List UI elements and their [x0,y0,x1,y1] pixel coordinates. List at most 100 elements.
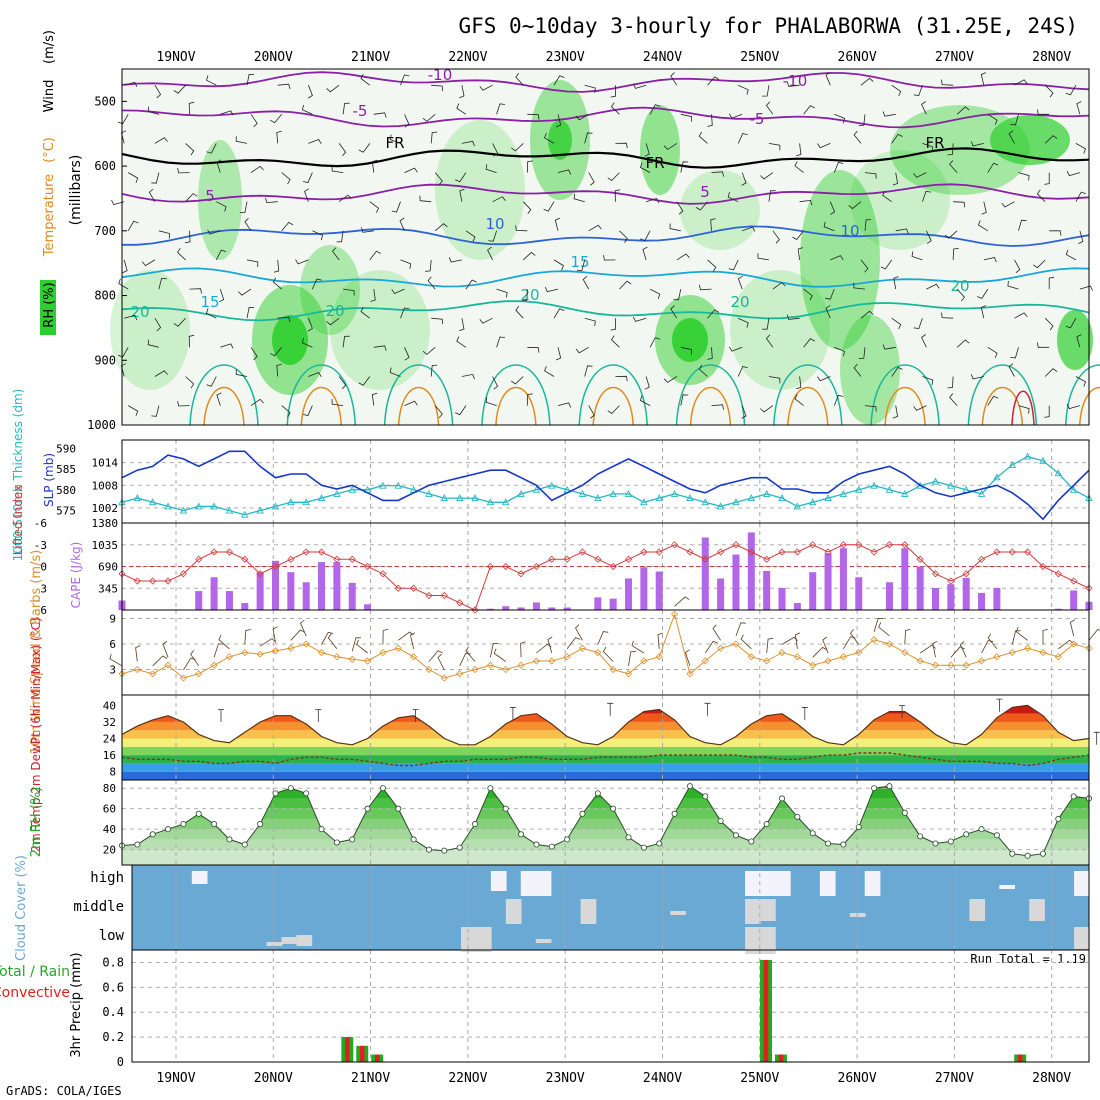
wind-barb [356,639,368,654]
wind-barb [922,190,931,202]
wind-barb [704,640,718,654]
convective-precip-bar [763,959,769,1062]
rh-marker [594,790,601,797]
rh-band [122,839,1089,850]
wind-speed-marker [763,657,771,665]
cape-bar [763,570,771,610]
wind-barb [250,114,258,128]
wind-barb [555,114,562,128]
wind-barb [825,72,831,86]
cape-bar [486,608,494,610]
rh-band [122,798,1089,809]
wind-barb [1076,101,1082,115]
date-tick: 26NOV [838,1071,877,1086]
wind-barb [983,257,997,263]
wind-barb [265,197,278,204]
y-tick-label: 60 [103,803,116,816]
wind-barb [154,84,162,99]
wind-barb [173,84,186,94]
wind-barb [766,637,774,654]
wind-barb [792,230,804,241]
temperature-contour [787,386,829,426]
wind-barb [216,392,222,406]
rh-shading [330,270,430,390]
lifted-index-marker [993,548,1001,556]
wind-barb [351,637,361,652]
wind-barb [404,347,410,361]
date-tick: 19NOV [156,50,195,65]
lifted-index-marker [624,555,633,563]
wind-barb [459,318,465,332]
rh-marker [564,836,571,843]
rh-marker [364,805,371,812]
rh-marker [303,790,310,797]
wind-barb [803,338,815,348]
thickness-marker [793,502,802,510]
convective-precip-bar [1017,1054,1023,1062]
wind-barb [1044,317,1054,331]
cape-bar [225,591,233,610]
wind-speed-marker [1024,644,1032,652]
thickness-marker [808,498,817,506]
temperature-band [122,763,1089,772]
wind-barb [185,193,198,202]
cape-bar [640,567,648,610]
thickness-marker [532,485,541,493]
y-tick-label: 1008 [92,479,119,492]
wind-speed-marker [517,661,525,669]
y-tick-label: 3 [109,664,116,677]
max-temp-marker [899,704,906,718]
temperature-band [122,755,1089,764]
temperature-contour [383,364,454,426]
wind-barb [834,113,845,124]
lifted-index-marker [962,570,970,578]
panel-frame [131,949,1090,1063]
wind-barb [853,363,862,377]
rh-shading [840,315,900,425]
wind-barb [527,346,540,353]
wind-barb [338,376,347,390]
temperature-contour [397,386,440,426]
thickness-marker [1039,456,1047,464]
wind-barb [644,376,650,390]
cloud-gap [535,871,552,896]
wind-barb [358,376,371,386]
rh-marker [748,838,755,845]
wind-barb [794,394,804,406]
wind-barb [272,277,282,290]
wind-barb [680,346,693,355]
wind-barb [336,230,344,243]
rh-marker [149,831,156,838]
thickness-marker [1069,485,1078,493]
wind-barb [602,646,614,662]
wind-barb [742,226,756,232]
y-tick-label: 16 [103,749,116,762]
wind-barb [922,376,934,385]
wind-barb [544,132,555,144]
thickness-marker [501,498,510,506]
temperature-isopleth [121,147,1090,169]
wind-barb [610,102,620,115]
thickness-marker [947,481,955,489]
wind-barb [588,172,595,186]
wind-barb [922,143,934,152]
contour-label: 20 [130,303,149,321]
wind-barb [523,251,536,261]
rh-legend-swatch [40,280,56,335]
wind-barb [575,624,583,641]
temperature-contour [967,364,1038,426]
date-tick: 20NOV [254,50,293,65]
rh-band [122,829,1089,840]
date-tick: 25NOV [740,1071,779,1086]
wind-barb [490,642,499,658]
wind-barb [547,636,553,654]
wind-barb [485,397,497,406]
wind-barb [428,650,443,662]
wind-barb [492,196,506,203]
wind-barb [492,143,499,157]
rh-shading [890,105,1030,195]
wind-barb [639,395,651,406]
convective-precip-bar [345,1037,350,1062]
axis-label: (millibars) [68,155,84,226]
wind-barb [921,101,927,115]
